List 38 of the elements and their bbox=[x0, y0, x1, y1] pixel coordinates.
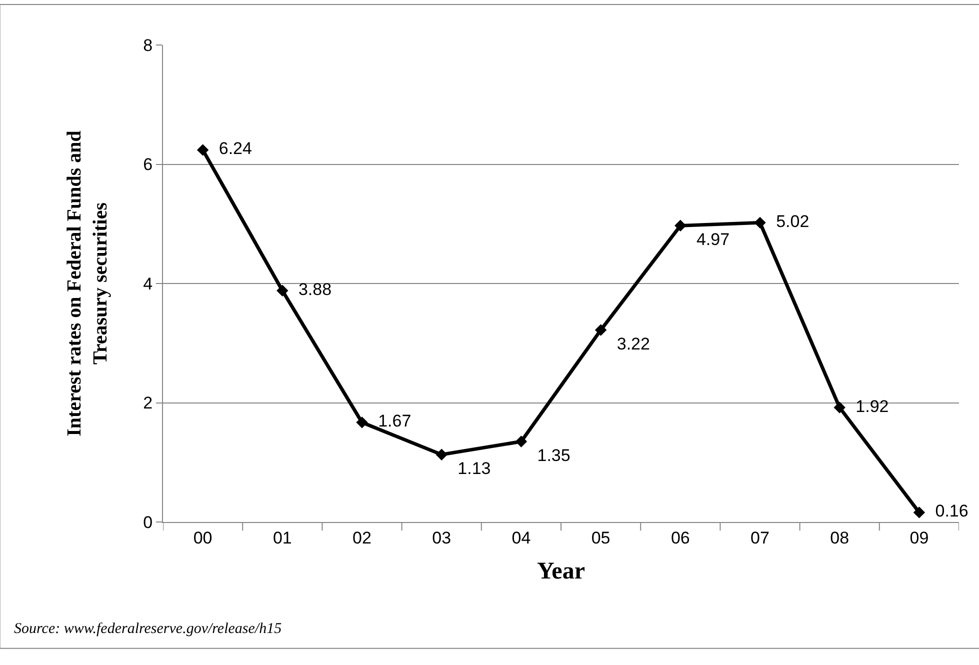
x-tick-label: 01 bbox=[272, 528, 292, 548]
data-label: 4.97 bbox=[687, 230, 730, 250]
x-axis-title: Year bbox=[537, 558, 586, 585]
point bbox=[594, 324, 607, 336]
point bbox=[674, 220, 686, 232]
source-note: Source: www.federalreserve.gov/release/h15 bbox=[14, 621, 282, 637]
point bbox=[834, 402, 846, 414]
data-label: 1.13 bbox=[448, 458, 491, 478]
x-tick-label: 04 bbox=[512, 528, 531, 548]
y-tick-label: 4 bbox=[143, 274, 153, 294]
x-tick-label: 05 bbox=[591, 528, 610, 548]
y-tick-label: 2 bbox=[143, 394, 153, 413]
point bbox=[515, 436, 528, 448]
data-label: 0.16 bbox=[926, 502, 968, 521]
data-label: 3.22 bbox=[607, 334, 650, 354]
x-tick-label: 06 bbox=[670, 528, 690, 548]
x-tick-label: 03 bbox=[432, 528, 452, 548]
point bbox=[196, 144, 209, 156]
y-axis-title: Interest rates on Federal Funds and Treasury securities bbox=[64, 130, 112, 436]
data-label: 1.35 bbox=[528, 446, 570, 465]
y-tick-label: 6 bbox=[143, 155, 153, 174]
data-label: 5.02 bbox=[766, 212, 810, 231]
point bbox=[276, 284, 288, 297]
data-label: 6.24 bbox=[209, 139, 252, 158]
data-label: 1.92 bbox=[846, 396, 889, 416]
x-tick-label: 09 bbox=[910, 528, 929, 548]
y-tick-label: 8 bbox=[143, 36, 153, 55]
point bbox=[913, 506, 926, 518]
x-tick-label: 00 bbox=[193, 528, 212, 548]
point bbox=[356, 416, 368, 428]
point bbox=[754, 216, 766, 229]
x-tick-label: 07 bbox=[750, 528, 770, 548]
x-tick-label: 02 bbox=[352, 528, 372, 548]
data-label: 1.67 bbox=[368, 412, 412, 431]
y-tick-label: 0 bbox=[143, 512, 153, 532]
point bbox=[436, 448, 448, 460]
x-tick-label: 08 bbox=[830, 528, 850, 548]
data-label: 3.88 bbox=[289, 280, 332, 299]
